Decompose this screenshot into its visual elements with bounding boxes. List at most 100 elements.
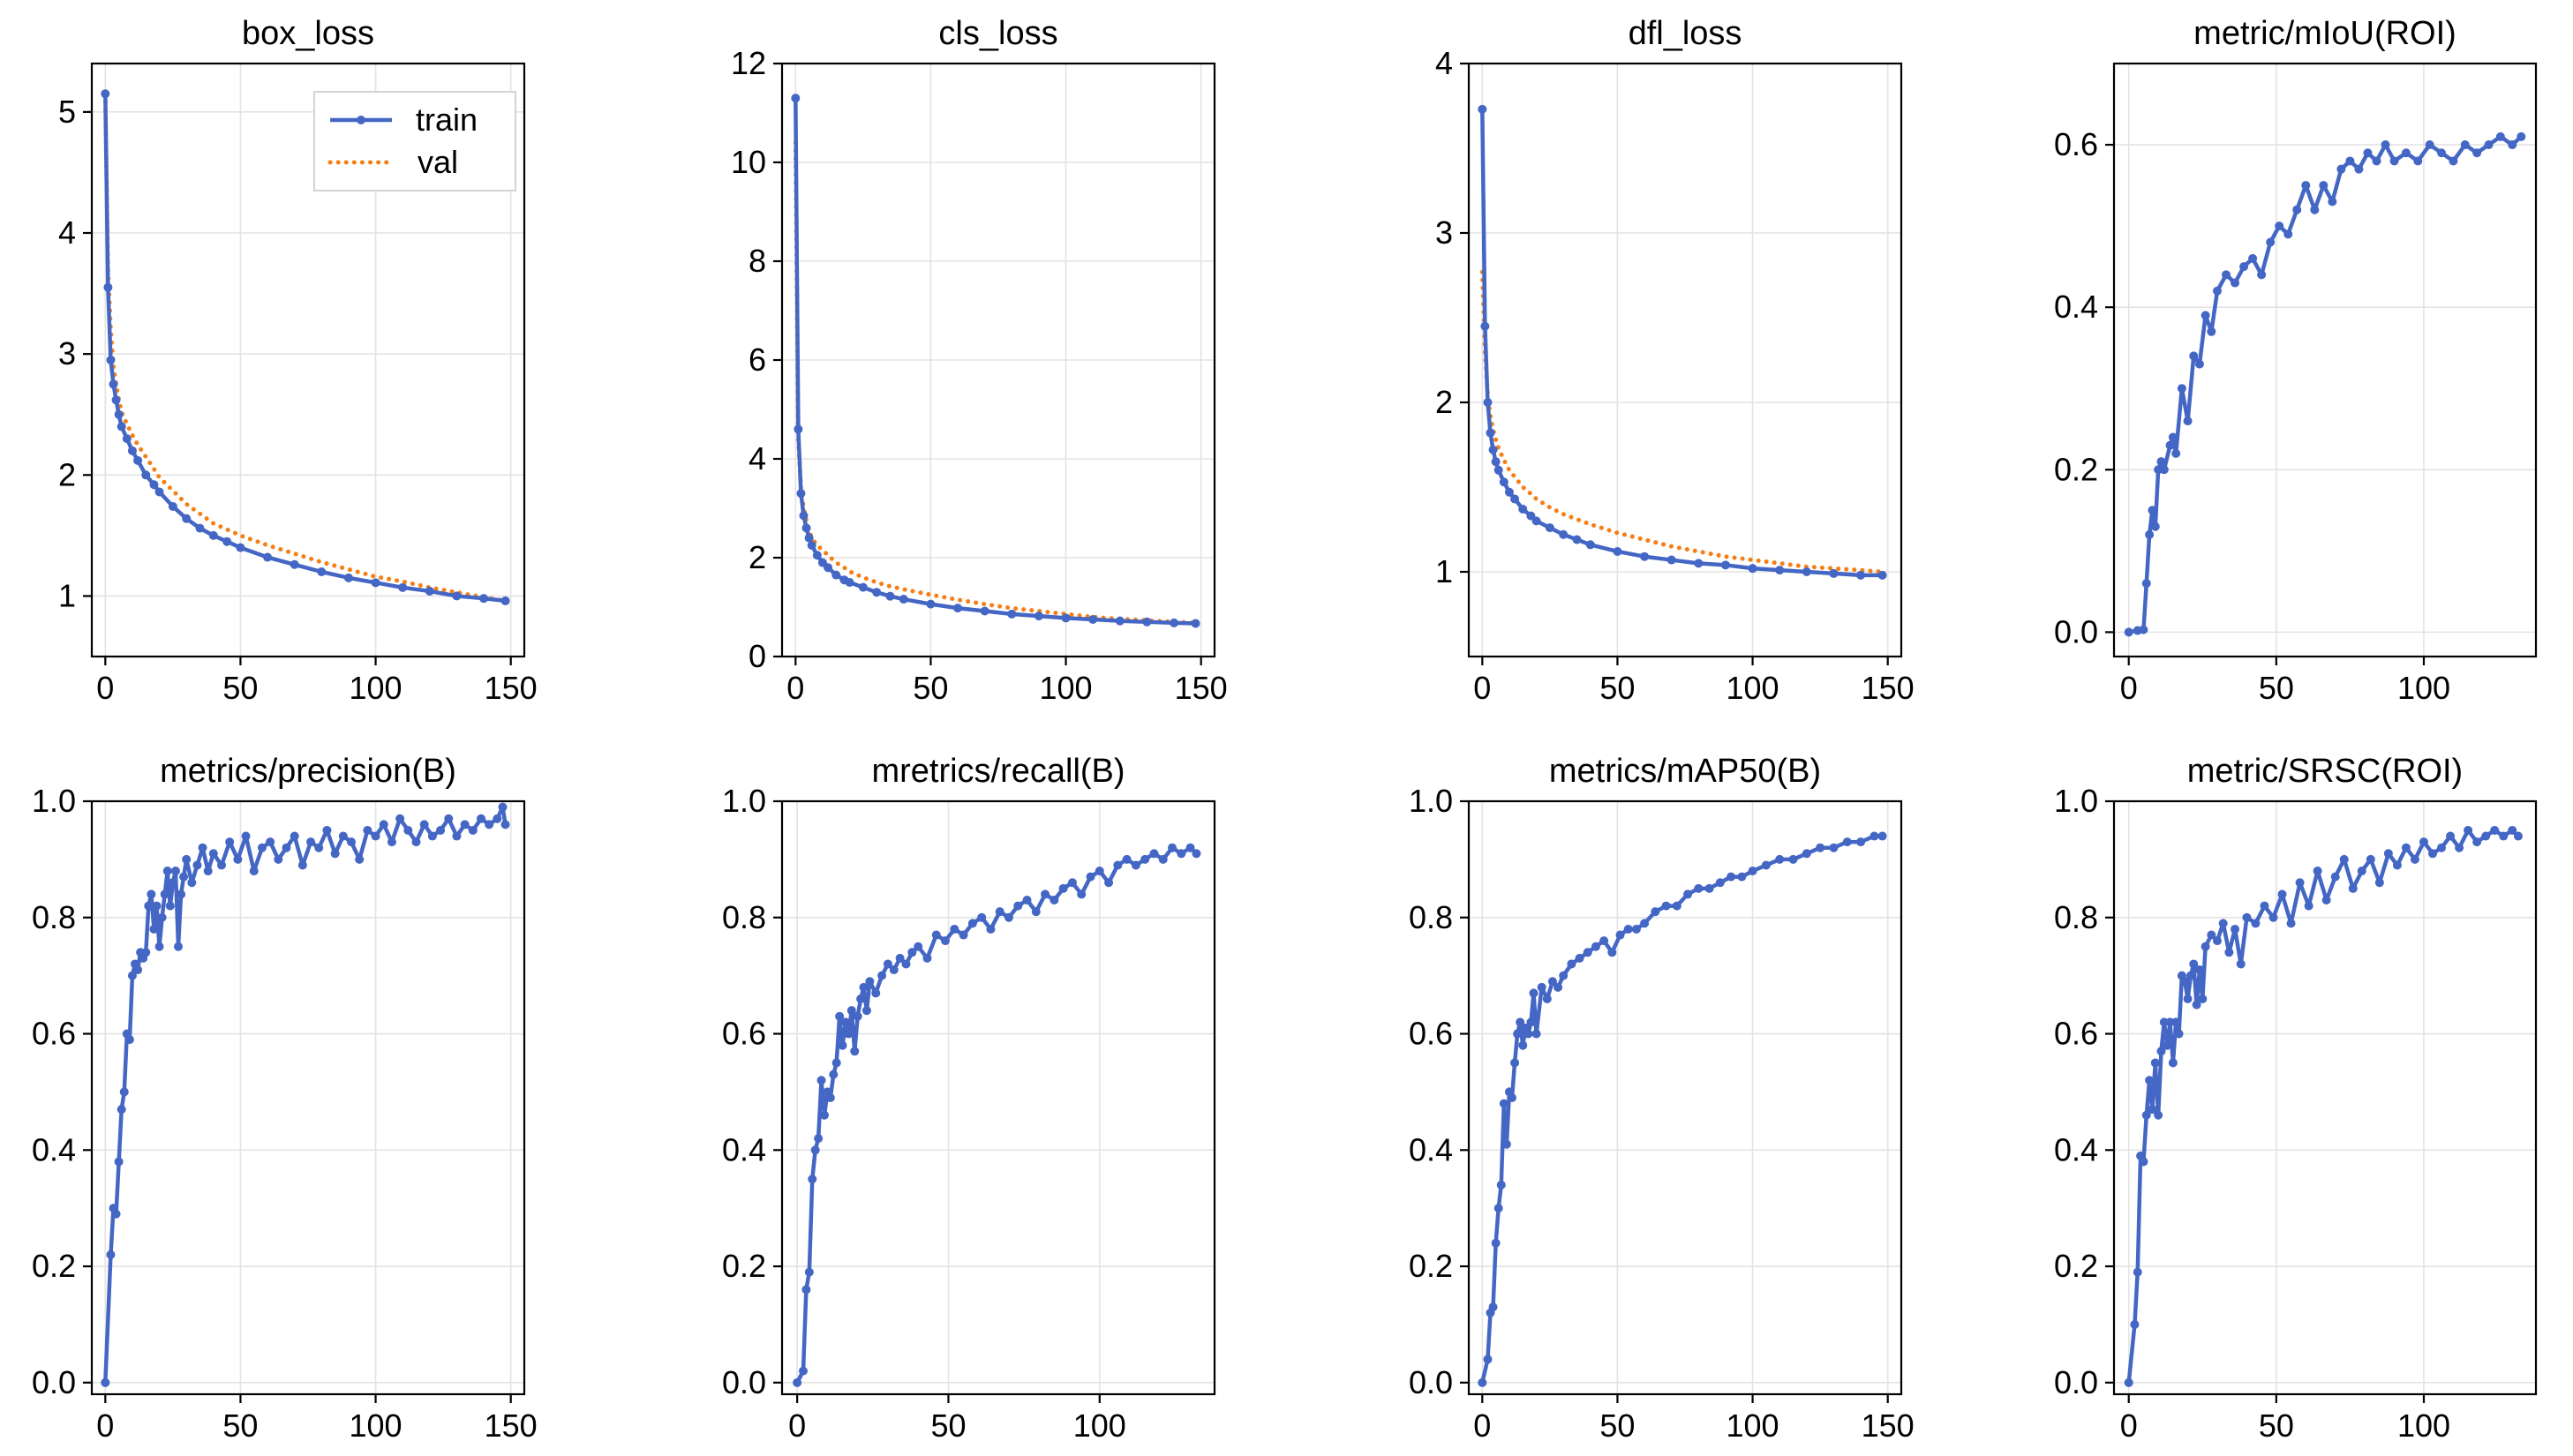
series-line-train: [1480, 109, 1883, 578]
data-point: [168, 501, 177, 511]
data-point: [2242, 912, 2252, 922]
y-tick-label: 3: [58, 335, 76, 372]
data-point: [2357, 867, 2366, 876]
y-tick-label: 0.4: [2054, 289, 2098, 325]
data-point: [170, 867, 180, 876]
y-tick-label: 0.4: [2054, 1131, 2098, 1167]
data-point: [2508, 825, 2517, 835]
data-point: [2321, 896, 2331, 904]
data-point: [2212, 286, 2222, 296]
data-point: [824, 563, 833, 573]
data-point: [1877, 570, 1887, 580]
data-point: [2150, 522, 2160, 531]
x-tick-label: 100: [1727, 670, 1779, 706]
y-tick-label: 0.2: [2054, 451, 2098, 487]
data-point: [2392, 860, 2402, 870]
data-point: [2174, 1029, 2184, 1039]
data-point: [1510, 494, 1520, 504]
y-tick-label: 0.0: [32, 1364, 76, 1400]
data-point: [1493, 465, 1503, 475]
data-point: [411, 837, 421, 847]
data-point: [2141, 1110, 2151, 1120]
data-point: [977, 912, 987, 922]
y-tick-label: 1: [58, 577, 76, 613]
y-tick-label: 0.2: [2054, 1248, 2098, 1284]
data-point: [2283, 229, 2293, 239]
y-tick-label: 0.0: [2054, 613, 2098, 649]
data-point: [2295, 878, 2305, 888]
data-point: [1058, 883, 1068, 893]
y-tick-label: 0.6: [32, 1016, 76, 1052]
data-point: [2183, 994, 2193, 1003]
data-point: [343, 573, 353, 582]
data-point: [460, 820, 470, 829]
data-point: [838, 1040, 847, 1050]
y-tick-label: 0.2: [722, 1248, 766, 1284]
data-point: [953, 604, 963, 613]
y-tick-label: 1.0: [32, 783, 76, 819]
y-tick-label: 6: [749, 341, 766, 378]
data-point: [387, 837, 396, 847]
data-point: [1631, 924, 1641, 934]
data-point: [347, 837, 356, 847]
data-point: [840, 1017, 850, 1027]
data-point: [330, 849, 340, 859]
chart-title: metric/SRSC(ROI): [2187, 753, 2463, 790]
data-point: [1131, 860, 1140, 870]
data-point: [2336, 164, 2346, 174]
data-point: [338, 831, 348, 841]
data-point: [1518, 1040, 1528, 1050]
data-point: [1140, 854, 1150, 864]
data-point: [850, 1047, 860, 1056]
data-point: [2145, 1076, 2155, 1085]
data-point: [2499, 831, 2509, 841]
axes-frame: [90, 799, 526, 1396]
data-point: [198, 843, 207, 852]
data-point: [1004, 912, 1013, 922]
data-point: [2139, 1157, 2148, 1167]
x-tick-label: 50: [930, 1407, 966, 1444]
data-point: [2304, 901, 2313, 911]
y-tick-label: 12: [731, 45, 766, 81]
data-point: [1170, 618, 1179, 627]
data-point: [114, 1157, 124, 1167]
series-line-train: [794, 98, 1196, 626]
data-point: [152, 901, 162, 911]
data-point: [2437, 148, 2447, 158]
x-tick-label: 100: [350, 670, 403, 706]
x-tick-label: 0: [96, 670, 114, 706]
y-tick-label: 4: [58, 214, 76, 251]
data-point: [2189, 959, 2199, 969]
data-point: [2212, 936, 2222, 946]
data-point: [225, 837, 235, 847]
data-point: [2165, 440, 2175, 450]
data-point: [1737, 872, 1747, 882]
data-point: [819, 1110, 829, 1120]
data-point: [182, 514, 192, 523]
y-tick-label: 0.6: [1409, 1016, 1453, 1052]
data-point: [858, 582, 868, 592]
data-point: [2222, 270, 2231, 280]
data-point: [436, 825, 446, 835]
x-tick-label: 100: [2397, 1407, 2450, 1444]
data-point: [2366, 854, 2375, 864]
data-point: [1113, 860, 1123, 870]
chart-title: metric/mIoU(ROI): [2193, 15, 2456, 52]
x-tick-label: 100: [1727, 1407, 1779, 1444]
data-point: [1829, 568, 1839, 578]
y-tick-label: 0.4: [1409, 1131, 1453, 1167]
data-point: [941, 936, 951, 946]
data-point: [1516, 1017, 1525, 1027]
data-point: [1870, 831, 1879, 841]
data-point: [2374, 878, 2384, 888]
y-tick-label: 3: [1435, 214, 1453, 251]
x-tick-label: 50: [222, 1407, 258, 1444]
x-tick-label: 150: [485, 1407, 538, 1444]
data-point: [133, 965, 143, 975]
data-point: [266, 837, 275, 847]
data-point: [861, 1006, 871, 1016]
series-line-val: [1479, 269, 1885, 574]
y-tick-label: 5: [58, 94, 76, 130]
x-tick-label: 150: [1862, 670, 1915, 706]
data-point: [114, 409, 124, 419]
